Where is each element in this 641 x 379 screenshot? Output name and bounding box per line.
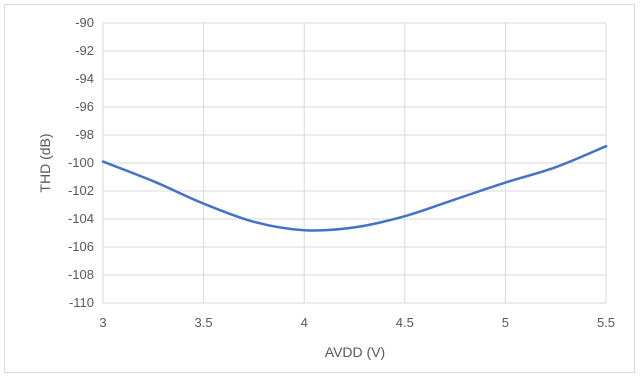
x-tick-label: 4.5 (396, 315, 414, 330)
y-axis-title: THD (dB) (37, 133, 53, 192)
y-tick-label: -98 (75, 127, 94, 142)
x-axis-title: AVDD (V) (325, 344, 385, 360)
y-tick-label: -106 (68, 239, 94, 254)
chart-frame (4, 4, 635, 373)
series-line (101, 144, 608, 232)
x-tick-label: 3 (99, 315, 106, 330)
x-axis-tick-labels: 3 3.5 4 4.5 5 5.5 (99, 315, 615, 330)
y-tick-label: -102 (68, 183, 94, 198)
gridlines (102, 22, 607, 304)
y-tick-label: -108 (68, 267, 94, 282)
x-tick-label: 3.5 (195, 315, 213, 330)
y-axis-tick-labels: -90 -92 -94 -96 -98 -100 -102 -104 -106 -108 -110 (68, 15, 94, 310)
y-tick-label: -100 (68, 155, 94, 170)
y-tick-label: -94 (75, 71, 94, 86)
x-tick-label: 5 (502, 315, 509, 330)
x-tick-label: 4 (301, 315, 308, 330)
y-tick-label: -90 (75, 15, 94, 30)
y-tick-label: -110 (69, 295, 94, 310)
y-tick-label: -96 (75, 99, 94, 114)
x-tick-label: 5.5 (597, 315, 615, 330)
y-tick-label: -92 (75, 43, 94, 58)
series-layer (101, 144, 608, 232)
y-tick-label: -104 (68, 211, 94, 226)
